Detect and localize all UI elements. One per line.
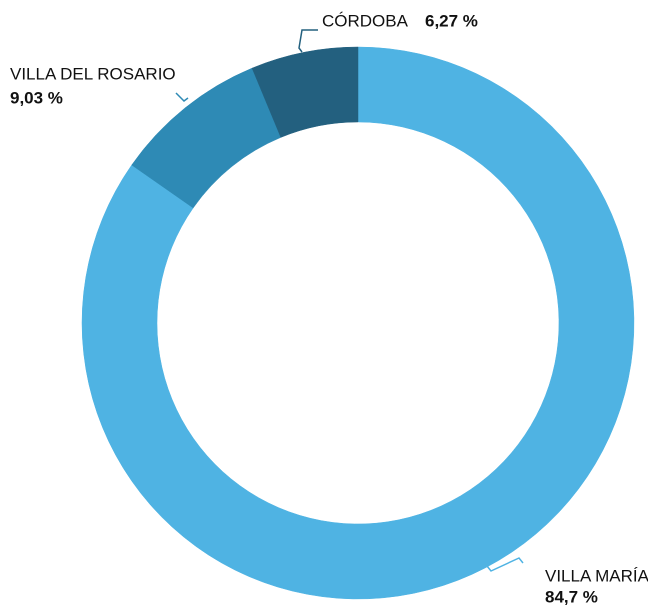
slice-label: VILLA MARÍA [545, 566, 648, 585]
slice-label: VILLA DEL ROSARIO [10, 64, 176, 83]
leader-line [175, 92, 189, 102]
slice [251, 46, 359, 138]
value-label: 9,03 % [10, 88, 63, 107]
leader-line [486, 557, 524, 572]
value-label: 6,27 % [425, 11, 478, 30]
slice [81, 46, 635, 600]
leader-line [298, 29, 318, 53]
slice-label: CÓRDOBA [322, 11, 409, 30]
value-label: 84,7 % [545, 587, 598, 606]
